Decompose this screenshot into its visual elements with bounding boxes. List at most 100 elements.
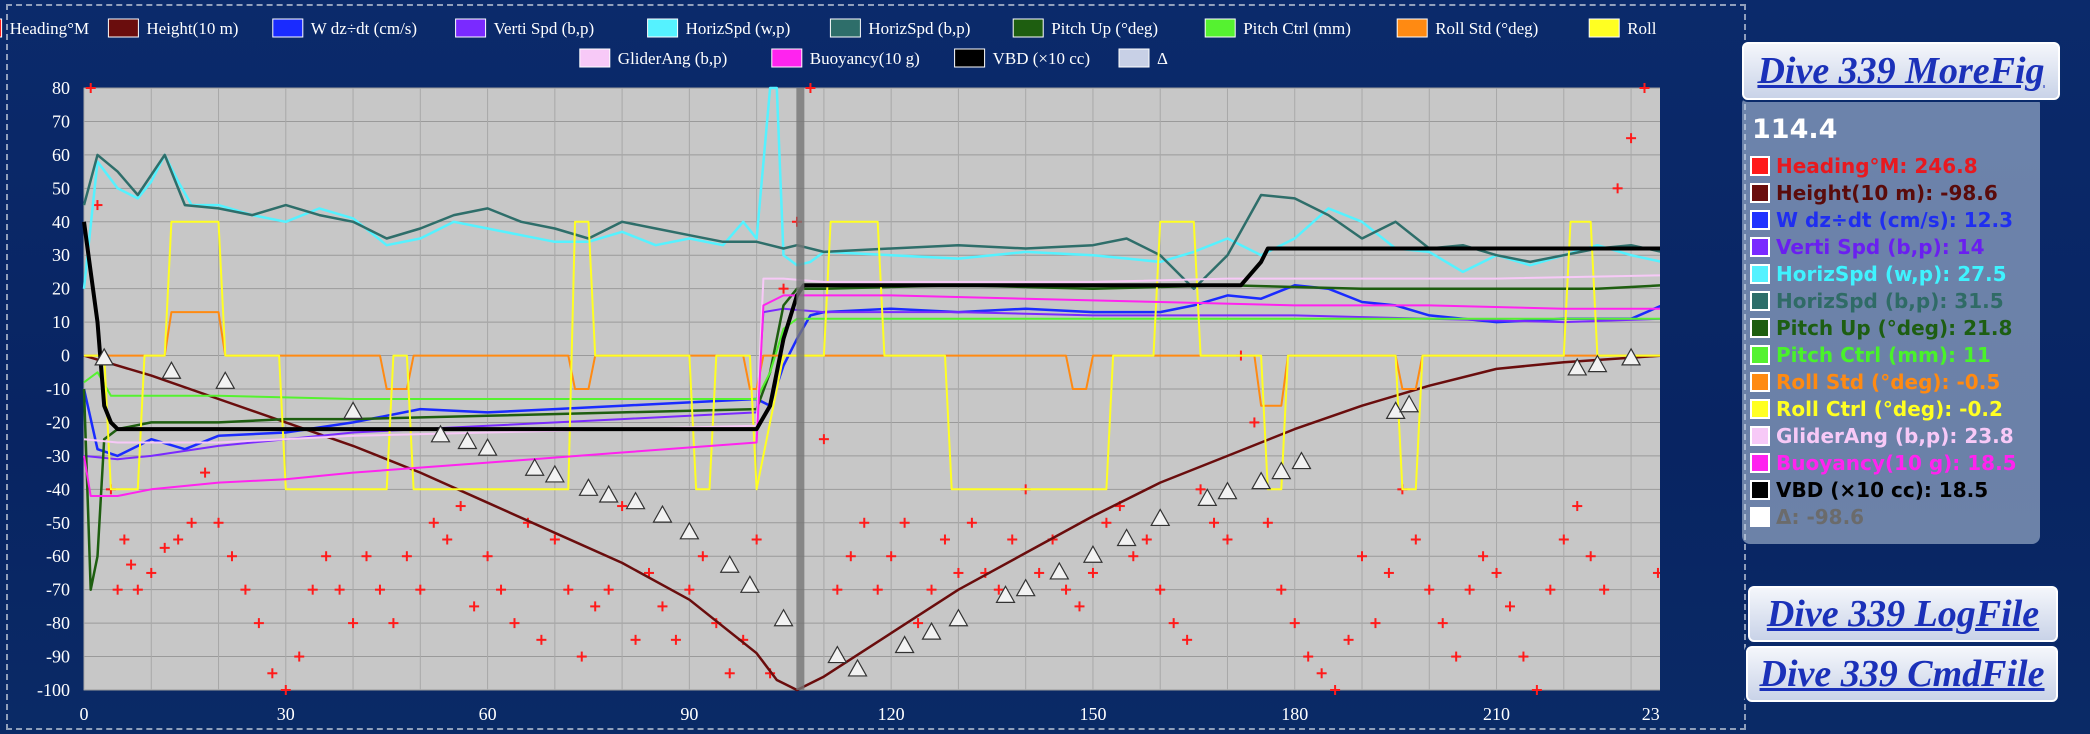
delta-marker <box>477 437 498 456</box>
heading-point <box>1370 618 1381 629</box>
heading-point <box>253 618 264 629</box>
readout-row: HorizSpd (b,p): 31.5 <box>1750 287 2017 314</box>
series-line-height-10-m- <box>83 354 1660 692</box>
cmd-file-link[interactable]: Dive 339 CmdFile <box>1746 646 2058 702</box>
heading-point <box>415 584 426 595</box>
legend-item: W dz÷dt (cm/s) <box>272 18 417 38</box>
readout-label: GliderAng (b,p): 23.8 <box>1776 423 2014 448</box>
series-line-buoyancy-10-g- <box>83 294 1660 497</box>
heading-point <box>1141 534 1152 545</box>
heading-point <box>1330 685 1341 695</box>
delta-marker <box>215 371 236 389</box>
chart-legend: Heading°M Height(10 m) W dz÷dt (cm/s) Verti… <box>0 18 1660 68</box>
heading-point <box>1437 618 1448 629</box>
heading-point <box>226 551 237 562</box>
series-line-w-dz-dt-cm-s- <box>82 284 1660 458</box>
heading-point <box>670 634 681 645</box>
heading-point <box>1491 567 1502 578</box>
more-fig-link[interactable]: Dive 339 MoreFig <box>1742 42 2060 100</box>
readout-row: W dz÷dt (cm/s): 12.3 <box>1750 206 2017 233</box>
heading-point <box>1182 634 1193 645</box>
log-file-link[interactable]: Dive 339 LogFile <box>1748 586 2058 642</box>
readout-swatch <box>1750 398 1770 419</box>
legend-label: W dz÷dt (cm/s) <box>311 19 417 38</box>
readout-row: Heading°M: 246.8 <box>1750 152 2017 179</box>
heading-point <box>126 559 137 570</box>
heading-point <box>132 584 143 595</box>
readout-label: Buoyancy(10 g): 18.5 <box>1776 450 2017 475</box>
y-left-tick-label: -30 <box>46 446 70 466</box>
heading-point <box>1599 584 1610 595</box>
series-line-pitch-ctrl-mm- <box>83 317 1660 400</box>
delta-marker <box>739 575 760 593</box>
delta-marker <box>1015 578 1036 597</box>
cursor-value: 114.4 <box>1752 114 1838 145</box>
legend-label: Roll Std (°deg) <box>1435 19 1538 38</box>
heading-point <box>697 551 708 562</box>
readout-label: Pitch Ctrl (mm): 11 <box>1776 342 1991 367</box>
heading-point <box>1155 584 1166 595</box>
legend-item: Heading°M <box>0 18 89 38</box>
heading-point <box>1168 618 1179 629</box>
heading-point <box>859 517 870 528</box>
y-left-tick-label: 30 <box>52 245 70 265</box>
readout-row: Roll Std (°deg): -0.5 <box>1750 368 2017 395</box>
delta-marker <box>652 504 673 523</box>
heading-point <box>724 668 735 679</box>
heading-point <box>886 551 897 562</box>
y-left-tick-label: -80 <box>46 613 70 633</box>
readout-swatch <box>1750 506 1770 527</box>
heading-point <box>1128 551 1139 562</box>
legend-label: GliderAng (b,p) <box>618 49 728 68</box>
heading-point <box>173 534 184 545</box>
heading-point <box>939 534 950 545</box>
readout-swatch <box>1750 236 1770 257</box>
heading-point <box>374 584 385 595</box>
legend-label: VBD (×10 cc) <box>993 49 1090 68</box>
heading-point <box>1464 584 1475 595</box>
heading-point <box>119 534 130 545</box>
heading-point <box>1289 618 1300 629</box>
heading-point <box>778 283 789 294</box>
delta-marker <box>1385 401 1406 420</box>
delta-marker <box>1197 488 1218 506</box>
delta-marker <box>773 608 794 627</box>
readout-label: Roll Std (°deg): -0.5 <box>1776 369 2001 394</box>
readout-label: Heading°M: 246.8 <box>1776 153 1978 178</box>
heading-point <box>630 634 641 645</box>
heading-point <box>1061 584 1072 595</box>
heading-point <box>832 584 843 595</box>
legend-item: Height(10 m) <box>107 18 238 38</box>
legend-label: Pitch Up (°deg) <box>1051 19 1158 38</box>
heading-point <box>146 567 157 578</box>
x-tick-label: 120 <box>878 704 905 724</box>
heading-point <box>1639 83 1650 93</box>
delta-marker <box>161 361 182 379</box>
readout-label: HorizSpd (w,p): 27.5 <box>1776 261 2007 286</box>
heading-point <box>1222 534 1233 545</box>
heading-point <box>1074 601 1085 612</box>
delta-marker <box>430 424 451 443</box>
y-left-tick-label: -70 <box>46 580 70 600</box>
readout-row: Height(10 m): -98.6 <box>1750 179 2017 206</box>
y-left-tick-label: 50 <box>52 178 70 198</box>
heading-point <box>1531 685 1542 695</box>
heading-point <box>280 685 291 695</box>
legend-item: VBD (×10 cc) <box>954 48 1090 68</box>
delta-marker <box>719 555 740 573</box>
heading-point <box>200 467 211 478</box>
delta-marker <box>921 621 942 640</box>
heading-point <box>1303 651 1314 662</box>
heading-point <box>953 567 964 578</box>
readout-row: Roll Ctrl (°deg): -0.2 <box>1750 395 2017 422</box>
heading-point <box>1572 501 1583 512</box>
plot-series <box>82 83 1660 695</box>
readout-row: Buoyancy(10 g): 18.5 <box>1750 449 2017 476</box>
heading-point <box>536 634 547 645</box>
readout-panel: 114.4 Heading°M: 246.8 Height(10 m): -98.… <box>1742 96 2040 544</box>
heading-point <box>1087 567 1098 578</box>
readout-swatch <box>1750 290 1770 311</box>
legend-label: HorizSpd (w,p) <box>686 19 791 38</box>
heading-point <box>563 584 574 595</box>
heading-point <box>307 584 318 595</box>
